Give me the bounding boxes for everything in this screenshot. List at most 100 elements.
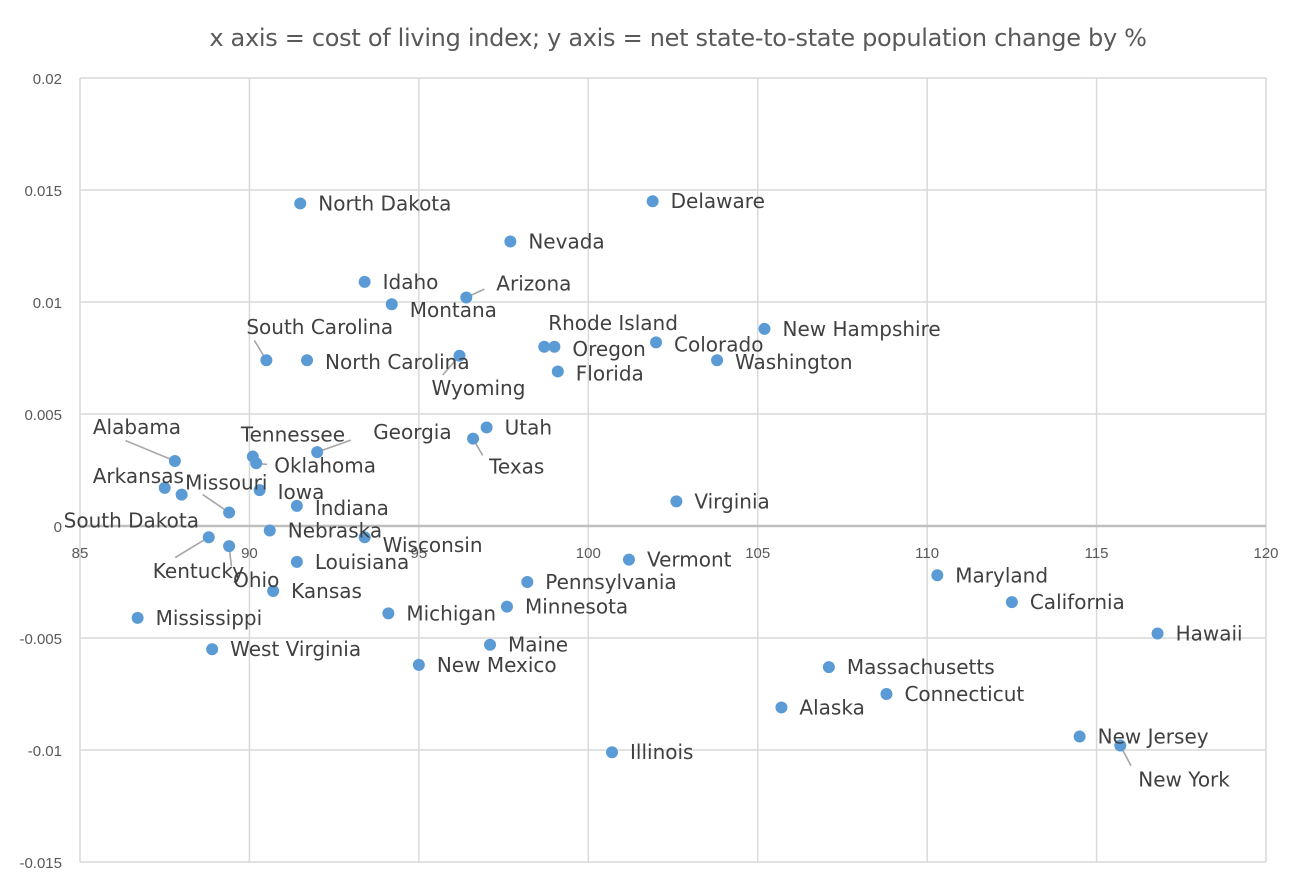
data-label: South Carolina bbox=[246, 315, 393, 339]
data-point bbox=[646, 195, 659, 208]
data-point bbox=[206, 643, 219, 656]
data-label: Alabama bbox=[93, 415, 181, 439]
data-label: Montana bbox=[410, 298, 497, 322]
data-label: Maine bbox=[508, 633, 568, 657]
data-point bbox=[223, 540, 236, 553]
data-label: Maryland bbox=[955, 563, 1048, 587]
y-tick-label: -0.01 bbox=[28, 743, 62, 760]
data-points bbox=[131, 195, 1164, 759]
data-point bbox=[1151, 627, 1164, 640]
data-point bbox=[521, 576, 534, 588]
data-label: Oklahoma bbox=[274, 453, 376, 477]
x-tick-label: 110 bbox=[915, 545, 939, 562]
data-point bbox=[223, 506, 236, 519]
data-point bbox=[480, 421, 493, 434]
data-label: Georgia bbox=[373, 420, 451, 444]
data-point bbox=[548, 340, 561, 353]
data-label: New Mexico bbox=[437, 653, 557, 677]
x-tick-label: 85 bbox=[72, 545, 89, 562]
data-label: Connecticut bbox=[904, 682, 1024, 706]
data-label: Nebraska bbox=[288, 518, 382, 542]
data-point bbox=[467, 432, 480, 445]
leader-line bbox=[125, 439, 176, 462]
data-point bbox=[670, 495, 683, 508]
data-label: North Carolina bbox=[325, 350, 470, 374]
data-label: Arizona bbox=[496, 272, 571, 296]
data-point bbox=[880, 688, 893, 700]
data-label: North Dakota bbox=[318, 191, 451, 215]
data-label: Nevada bbox=[528, 230, 604, 254]
data-point bbox=[622, 553, 635, 566]
data-label: California bbox=[1030, 590, 1125, 614]
data-label: Arkansas bbox=[93, 464, 184, 488]
data-point bbox=[650, 336, 663, 349]
data-label: Kansas bbox=[291, 579, 362, 603]
data-point bbox=[290, 555, 303, 568]
data-label: Virginia bbox=[694, 489, 769, 513]
x-tick-label: 95 bbox=[411, 545, 428, 562]
x-tick-label: 120 bbox=[1253, 545, 1278, 562]
data-point bbox=[385, 298, 398, 311]
data-point bbox=[202, 531, 215, 544]
data-label: Iowa bbox=[278, 480, 325, 504]
data-point bbox=[168, 455, 181, 468]
data-labels: North Dakota DelawareNevadaIdahoMontanaAr… bbox=[64, 189, 1243, 791]
data-label: Massachusetts bbox=[847, 655, 995, 679]
data-point bbox=[311, 446, 324, 459]
data-point bbox=[551, 365, 564, 378]
data-point bbox=[250, 457, 263, 470]
data-label: Rhode Island bbox=[548, 311, 678, 335]
data-point bbox=[412, 658, 425, 671]
data-point bbox=[263, 524, 276, 537]
data-point bbox=[1073, 730, 1086, 743]
data-label: Ohio bbox=[233, 568, 279, 592]
gridlines bbox=[79, 77, 1267, 863]
data-point bbox=[260, 354, 273, 367]
data-point bbox=[606, 746, 619, 759]
data-point bbox=[290, 499, 303, 512]
y-tick-label: 0.01 bbox=[33, 295, 62, 312]
data-label: Kentucky bbox=[153, 559, 244, 583]
data-label: Missouri bbox=[185, 471, 267, 495]
data-label: Alaska bbox=[799, 695, 864, 719]
data-point bbox=[175, 488, 188, 501]
data-label: Hawaii bbox=[1176, 622, 1243, 646]
data-label: New York bbox=[1138, 768, 1230, 792]
data-point bbox=[775, 701, 788, 714]
x-tick-label: 105 bbox=[745, 545, 770, 562]
data-label: Illinois bbox=[630, 740, 693, 764]
leader-line bbox=[174, 536, 210, 559]
y-tick-label: 0.005 bbox=[24, 407, 62, 424]
data-point bbox=[484, 638, 497, 651]
y-tick-label: -0.015 bbox=[19, 855, 62, 872]
data-label: Michigan bbox=[406, 601, 496, 625]
y-tick-label: 0 bbox=[54, 519, 62, 536]
y-tick-label: -0.005 bbox=[19, 631, 62, 648]
data-point bbox=[267, 584, 280, 597]
data-point bbox=[131, 611, 144, 624]
data-label: Texas bbox=[488, 455, 544, 479]
data-label: Washington bbox=[735, 350, 853, 374]
data-point bbox=[253, 484, 266, 497]
data-point bbox=[711, 354, 724, 367]
data-label: Colorado bbox=[674, 332, 763, 356]
data-point bbox=[931, 569, 944, 582]
data-label: Tennessee bbox=[240, 423, 345, 447]
data-point bbox=[453, 349, 466, 362]
data-label: Oregon bbox=[572, 337, 645, 361]
data-point bbox=[358, 275, 371, 288]
y-tick-label: 0.02 bbox=[33, 71, 62, 88]
data-label: Indiana bbox=[315, 496, 389, 520]
data-label: Minnesota bbox=[525, 595, 628, 619]
data-point bbox=[158, 481, 171, 494]
data-label: Utah bbox=[505, 415, 552, 439]
data-point bbox=[382, 607, 395, 620]
data-label: New Hampshire bbox=[782, 317, 940, 341]
data-label: New Jersey bbox=[1098, 725, 1209, 749]
data-label: Idaho bbox=[383, 270, 439, 294]
data-point bbox=[822, 661, 835, 674]
x-tick-label: 100 bbox=[576, 545, 601, 562]
data-label: South Dakota bbox=[64, 509, 199, 533]
data-label: Pennsylvania bbox=[545, 570, 676, 594]
